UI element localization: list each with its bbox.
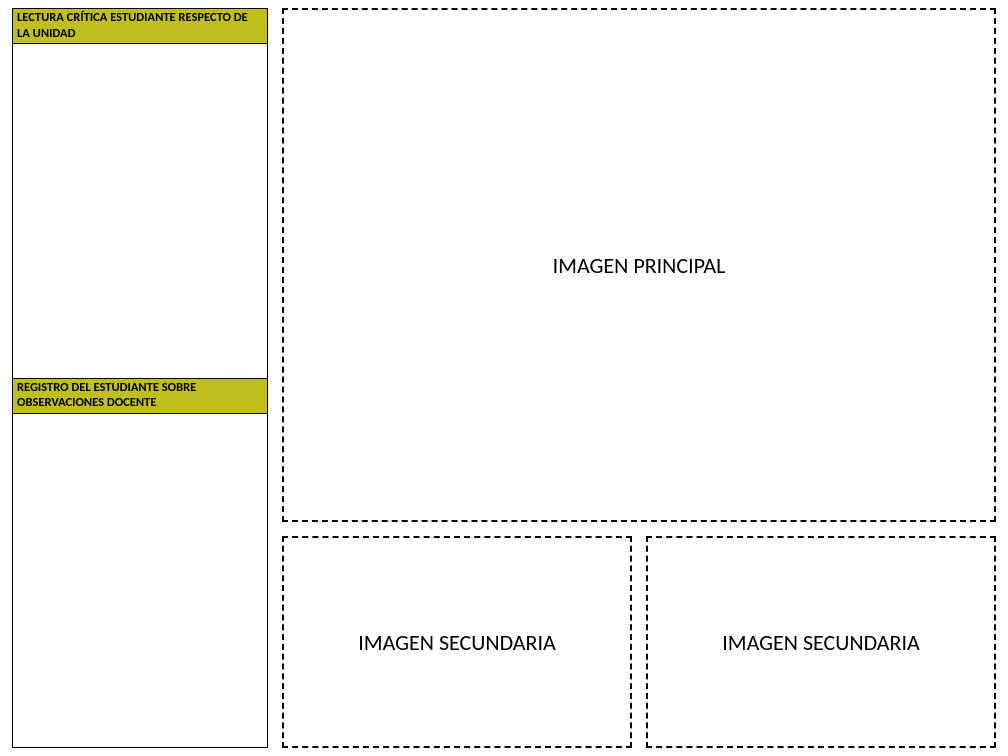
right-column: IMAGEN PRINCIPAL IMAGEN SECUNDARIA IMAGE… <box>282 8 996 748</box>
section-header-registro-observaciones: REGISTRO DEL ESTUDIANTE SOBRE OBSERVACIO… <box>13 378 267 414</box>
section-header-lectura-critica: LECTURA CRÍTICA ESTUDIANTE RESPECTO DE L… <box>13 9 267 44</box>
secondary-image-2-label: IMAGEN SECUNDARIA <box>722 629 920 656</box>
section-content-registro-observaciones <box>13 414 267 747</box>
main-image-placeholder: IMAGEN PRINCIPAL <box>282 8 996 522</box>
secondary-image-placeholder-1: IMAGEN SECUNDARIA <box>282 536 632 748</box>
secondary-image-placeholder-2: IMAGEN SECUNDARIA <box>646 536 996 748</box>
page-layout: LECTURA CRÍTICA ESTUDIANTE RESPECTO DE L… <box>12 8 996 748</box>
secondary-image-row: IMAGEN SECUNDARIA IMAGEN SECUNDARIA <box>282 536 996 748</box>
main-image-label: IMAGEN PRINCIPAL <box>553 252 726 279</box>
secondary-image-1-label: IMAGEN SECUNDARIA <box>358 629 556 656</box>
section-content-lectura-critica <box>13 44 267 377</box>
left-column: LECTURA CRÍTICA ESTUDIANTE RESPECTO DE L… <box>12 8 268 748</box>
